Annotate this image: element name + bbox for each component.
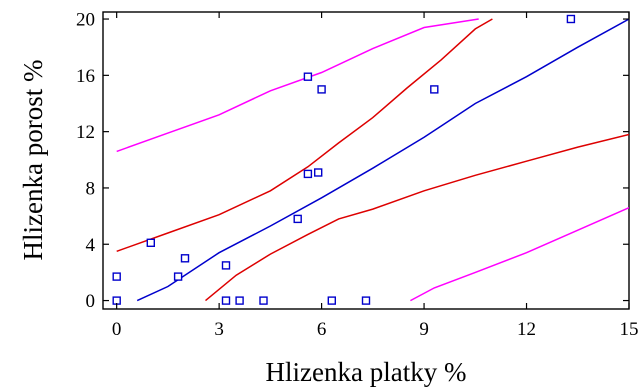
data-point (221, 296, 231, 305)
plot-area-frame (102, 11, 630, 310)
data-point (146, 238, 156, 248)
data-point (430, 85, 439, 94)
data-point (221, 261, 231, 270)
x-tick-label: 9 (419, 319, 429, 340)
series-line-prediction-upper (116, 18, 479, 153)
series-line-confidence-upper (116, 18, 493, 253)
data-point (317, 85, 326, 94)
x-tick-label: 3 (214, 319, 224, 340)
y-tick-label: 16 (76, 66, 95, 87)
data-point (173, 272, 183, 281)
y-tick-label: 0 (86, 291, 96, 312)
y-tick-label: 4 (86, 235, 96, 256)
x-tick-label: 6 (317, 319, 327, 340)
data-point (293, 214, 302, 224)
series-line-fit (136, 18, 629, 302)
data-point (566, 14, 576, 24)
data-point (314, 168, 323, 177)
data-point (361, 296, 371, 305)
series-layer (116, 18, 629, 302)
y-tick-label: 12 (76, 122, 95, 143)
x-tick-label: 0 (112, 319, 122, 340)
data-point (327, 296, 336, 305)
data-point (235, 296, 244, 305)
data-point (303, 72, 313, 81)
data-point (303, 169, 313, 179)
series-line-confidence-lower (205, 133, 629, 302)
x-tick-label: 12 (517, 319, 536, 340)
data-point (259, 296, 268, 305)
ticks-layer: 0 3 6 9 12 15 0 4 8 12 16 20 (76, 10, 639, 340)
data-point (112, 272, 121, 281)
x-tick-label: 15 (620, 319, 639, 340)
data-point (180, 254, 190, 263)
x-axis-title: Hlizenka platky % (266, 357, 467, 387)
y-axis-title: Hlizenka porost % (18, 60, 48, 261)
series-line-prediction-lower (410, 207, 629, 302)
y-tick-label: 20 (76, 10, 95, 31)
y-tick-label: 8 (86, 178, 96, 199)
points-layer (112, 14, 576, 305)
